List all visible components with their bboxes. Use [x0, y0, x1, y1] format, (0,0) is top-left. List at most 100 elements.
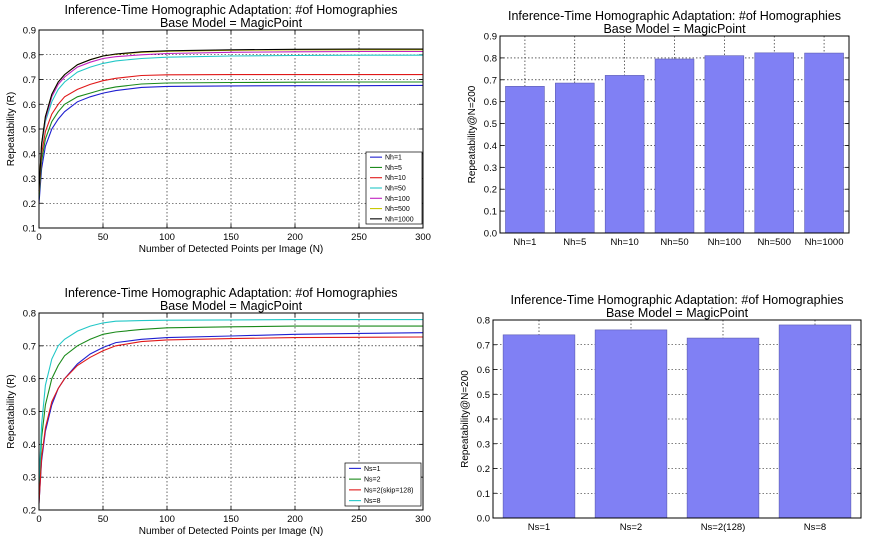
- bar-Nh=50: [654, 58, 695, 234]
- y-tick-label: 0.9: [484, 32, 497, 43]
- bar-Nh=1000: [804, 52, 844, 234]
- y-axis-label: Repeatability@N=200: [467, 85, 478, 183]
- y-tick-label: 0.2: [484, 185, 497, 196]
- x-tick-label: Nh=50: [660, 237, 688, 248]
- y-tick-label: 0.6: [477, 365, 490, 376]
- chart-title: Inference-Time Homographic Adaptation: #…: [510, 293, 843, 307]
- x-tick-label: 200: [287, 514, 303, 525]
- x-tick-label: Ns=8: [804, 522, 826, 533]
- x-tick-label: Ns=1: [528, 522, 550, 533]
- bar-Nh=10: [604, 75, 645, 234]
- chart-title: Inference-Time Homographic Adaptation: #…: [64, 3, 397, 17]
- x-tick-label: 200: [287, 232, 303, 243]
- series-line-Nh=1: [38, 84, 424, 204]
- series-line-Ns=1: [38, 332, 424, 504]
- series-line-Ns=8: [38, 319, 423, 484]
- y-tick-label: 0.6: [484, 97, 497, 108]
- series-line-Nh=50: [38, 54, 423, 191]
- series-line-Nh=500: [38, 49, 423, 191]
- y-axis-label: Repeatability@N=200: [460, 370, 471, 468]
- x-tick-label: 50: [98, 514, 109, 525]
- x-tick-label: 100: [159, 514, 175, 525]
- x-tick-label: Nh=10: [611, 237, 639, 248]
- legend-label: Nh=10: [385, 175, 406, 182]
- legend-label: Ns=1: [364, 466, 381, 473]
- chart-subtitle: Base Model = MagicPoint: [606, 306, 749, 320]
- legend-box: [344, 462, 422, 507]
- bar-Nh=500: [754, 52, 794, 234]
- bar-Ns=2(128): [686, 337, 760, 519]
- x-tick-label: 150: [223, 232, 239, 243]
- chart-subtitle: Base Model = MagicPoint: [160, 299, 303, 313]
- x-axis-label: Number of Detected Points per Image (N): [139, 244, 324, 255]
- y-tick-label: 0.8: [23, 50, 36, 61]
- y-tick-label: 0.4: [23, 440, 36, 451]
- bar-Nh=100: [704, 55, 745, 234]
- series-line-Ns=2: [38, 325, 423, 494]
- x-tick-label: 100: [159, 232, 175, 243]
- plot-frame: [492, 319, 862, 519]
- chart-bottom-left: Inference-Time Homographic Adaptation: #…: [6, 286, 431, 537]
- x-tick-label: 300: [415, 232, 431, 243]
- legend-label: Nh=500: [385, 206, 410, 213]
- chart-top-left: Inference-Time Homographic Adaptation: #…: [6, 3, 431, 255]
- legend-label: Nh=1: [385, 155, 402, 162]
- y-tick-label: 0.8: [23, 309, 36, 320]
- chart-title: Inference-Time Homographic Adaptation: #…: [508, 9, 841, 23]
- y-tick-label: 0.8: [477, 316, 490, 327]
- legend-label: Ns=2(skip=128): [364, 487, 413, 494]
- legend-label: Nh=50: [385, 186, 406, 193]
- x-tick-label: 150: [223, 514, 239, 525]
- x-tick-label: 0: [36, 514, 41, 525]
- y-tick-label: 0.9: [23, 26, 36, 37]
- x-tick-label: Ns=2: [620, 522, 642, 533]
- x-tick-label: 50: [98, 232, 109, 243]
- chart-title: Inference-Time Homographic Adaptation: #…: [64, 286, 397, 300]
- x-tick-label: 250: [351, 232, 367, 243]
- y-tick-label: 0.2: [477, 464, 490, 475]
- y-tick-label: 0.5: [477, 390, 490, 401]
- series-line-Nh=100: [38, 50, 423, 191]
- x-tick-label: Nh=1: [513, 237, 536, 248]
- x-tick-label: Nh=100: [708, 237, 742, 248]
- plot-frame: [499, 35, 850, 234]
- y-tick-label: 0.4: [484, 141, 497, 152]
- y-tick-label: 0.7: [23, 341, 36, 352]
- y-tick-label: 0.2: [23, 506, 36, 517]
- bar-Ns=2: [594, 329, 668, 519]
- chart-subtitle: Base Model = MagicPoint: [603, 22, 746, 36]
- series-line-Nh=5: [38, 81, 423, 199]
- x-tick-label: 0: [36, 232, 41, 243]
- chart-subtitle: Base Model = MagicPoint: [160, 16, 303, 30]
- bar-Nh=1: [505, 86, 545, 234]
- y-tick-label: 0.1: [477, 489, 490, 500]
- y-tick-label: 0.6: [23, 100, 36, 111]
- y-tick-label: 0.5: [23, 407, 36, 418]
- y-tick-label: 0.2: [23, 199, 36, 210]
- series-line-Nh=10: [38, 74, 423, 194]
- y-tick-label: 0.4: [477, 415, 490, 426]
- legend-label: Ns=2: [364, 477, 381, 484]
- y-tick-label: 0.3: [23, 174, 36, 185]
- legend-label: Nh=1000: [385, 216, 414, 223]
- legend-label: Nh=5: [385, 165, 402, 172]
- y-tick-label: 0.3: [484, 163, 497, 174]
- chart-bottom-right: Inference-Time Homographic Adaptation: #…: [460, 293, 862, 533]
- bar-Ns=8: [778, 324, 852, 519]
- bar-Nh=5: [555, 82, 595, 234]
- y-tick-label: 0.0: [484, 229, 497, 240]
- plot-frame: [38, 312, 424, 511]
- x-axis-label: Number of Detected Points per Image (N): [139, 526, 324, 537]
- y-tick-label: 0.4: [23, 149, 36, 160]
- y-tick-label: 0.8: [484, 53, 497, 64]
- y-tick-label: 0.7: [477, 340, 490, 351]
- bar-Ns=1: [502, 334, 576, 519]
- y-tick-label: 0.1: [484, 207, 497, 218]
- x-tick-label: Nh=500: [757, 237, 791, 248]
- y-tick-label: 0.1: [23, 224, 36, 235]
- y-axis-label: Repeatability (R): [6, 374, 17, 448]
- y-tick-label: 0.7: [484, 75, 497, 86]
- y-tick-label: 0.0: [477, 514, 490, 525]
- x-tick-label: Nh=1000: [805, 237, 844, 248]
